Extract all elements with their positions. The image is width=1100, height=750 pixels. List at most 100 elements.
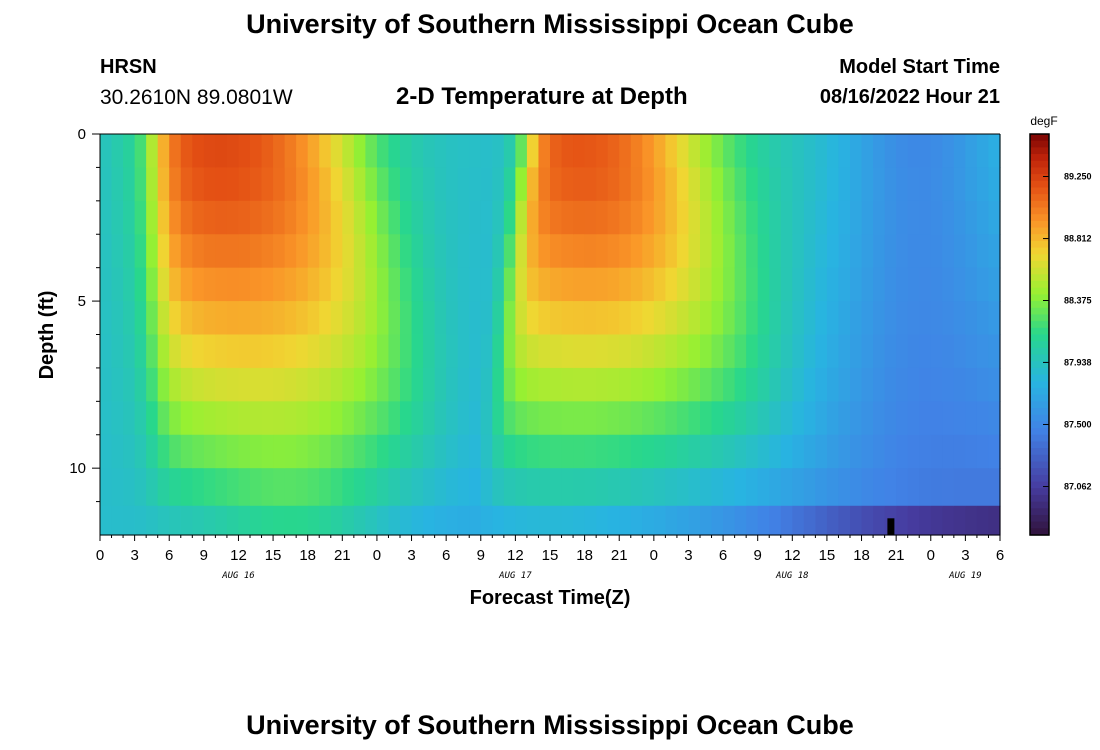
heatmap-cell (180, 267, 193, 302)
heatmap-cell (480, 505, 493, 536)
heatmap-cell (123, 267, 136, 302)
heatmap-cell (665, 234, 678, 269)
footer-title: University of Southern Mississippi Ocean… (246, 710, 854, 740)
heatmap-cell (526, 334, 540, 369)
colorbar-segment (1030, 154, 1049, 162)
heatmap-cell (423, 134, 436, 169)
heatmap-cell (330, 434, 343, 469)
heatmap-cell (769, 234, 782, 269)
heatmap-cell (861, 134, 874, 169)
heatmap-cell (100, 401, 113, 436)
colorbar-segment (1030, 301, 1049, 309)
heatmap-cell (838, 134, 851, 169)
heatmap-cell (711, 301, 724, 336)
heatmap-cell (157, 200, 170, 235)
heatmap-cell (365, 167, 378, 202)
heatmap-cell (123, 505, 136, 536)
heatmap-cell (965, 505, 978, 536)
heatmap-cell (180, 234, 193, 269)
heatmap-cell (838, 200, 851, 235)
heatmap-cell (907, 134, 920, 169)
heatmap-cell (653, 134, 666, 169)
colorbar-segment (1030, 321, 1049, 329)
heatmap-cell (342, 134, 355, 169)
heatmap-cell (953, 301, 966, 336)
heatmap-cell (826, 334, 840, 369)
heatmap-cell (342, 234, 355, 269)
heatmap-cell (630, 134, 643, 169)
heatmap-cell (907, 234, 920, 269)
heatmap-cell (815, 234, 828, 269)
heatmap-cell (492, 234, 505, 269)
heatmap-cell (469, 301, 482, 336)
heatmap-cell (896, 367, 909, 402)
heatmap-cell (538, 367, 551, 402)
colorbar-segment (1030, 160, 1049, 169)
heatmap-cell (792, 200, 805, 235)
heatmap-cell (630, 434, 643, 469)
colorbar-segment (1030, 254, 1049, 262)
colorbar-segment (1030, 234, 1049, 242)
x-tick-label: 9 (477, 547, 485, 564)
heatmap-cell (146, 200, 159, 235)
heatmap-cell (688, 167, 701, 202)
heatmap-cell (180, 167, 193, 202)
heatmap-cell (526, 401, 540, 436)
heatmap-cell (111, 367, 124, 402)
heatmap-cell (423, 434, 436, 469)
heatmap-cell (711, 167, 724, 202)
chart-subtitle: 2-D Temperature at Depth (396, 83, 688, 110)
heatmap-cell (515, 434, 528, 469)
heatmap-cell (780, 505, 793, 536)
heatmap-cell (365, 401, 378, 436)
heatmap-cell (769, 200, 782, 235)
heatmap-cell (792, 367, 805, 402)
heatmap-cell (319, 505, 332, 536)
heatmap-cell (307, 134, 320, 169)
heatmap-cell (250, 200, 263, 235)
heatmap-cell (457, 505, 470, 536)
heatmap-cell (203, 401, 216, 436)
heatmap-cell (642, 234, 655, 269)
heatmap-cell (100, 200, 113, 235)
x-tick-label: 3 (407, 547, 415, 564)
heatmap-cell (896, 167, 909, 202)
heatmap-cell (573, 434, 586, 469)
heatmap-cell (619, 234, 632, 269)
heatmap-cell (273, 367, 286, 402)
heatmap-cell (342, 434, 355, 469)
heatmap-cell (284, 301, 297, 336)
heatmap-cell (400, 267, 413, 302)
heatmap-cell (653, 401, 666, 436)
heatmap-cell (826, 234, 840, 269)
heatmap-cell (261, 134, 274, 169)
colorbar-segment (1030, 287, 1049, 295)
heatmap-cell (111, 134, 124, 169)
heatmap-cell (273, 134, 286, 169)
heatmap-cell (526, 167, 540, 202)
heatmap-cell (446, 301, 459, 336)
heatmap-cell (803, 367, 816, 402)
heatmap-cell (353, 367, 366, 402)
heatmap-cell (988, 334, 1001, 369)
heatmap-cell (111, 234, 124, 269)
heatmap-cell (561, 367, 574, 402)
heatmap-cell (457, 401, 470, 436)
heatmap-cell (884, 401, 897, 436)
heatmap-cell (215, 134, 228, 169)
heatmap-cell (134, 301, 147, 336)
colorbar-segment (1030, 354, 1049, 362)
heatmap-cell (296, 167, 309, 202)
heatmap-cell (676, 367, 690, 402)
heatmap-cell (411, 167, 424, 202)
heatmap-cell (100, 167, 113, 202)
heatmap-cell (607, 434, 620, 469)
heatmap-cell (111, 401, 124, 436)
colorbar-tick-label: 89.250 (1064, 172, 1092, 182)
heatmap-cell (330, 367, 343, 402)
heatmap-cell (515, 505, 528, 536)
heatmap-cell (226, 367, 240, 402)
heatmap-cell (226, 334, 240, 369)
heatmap-cell (746, 267, 759, 302)
heatmap-cell (400, 134, 413, 169)
